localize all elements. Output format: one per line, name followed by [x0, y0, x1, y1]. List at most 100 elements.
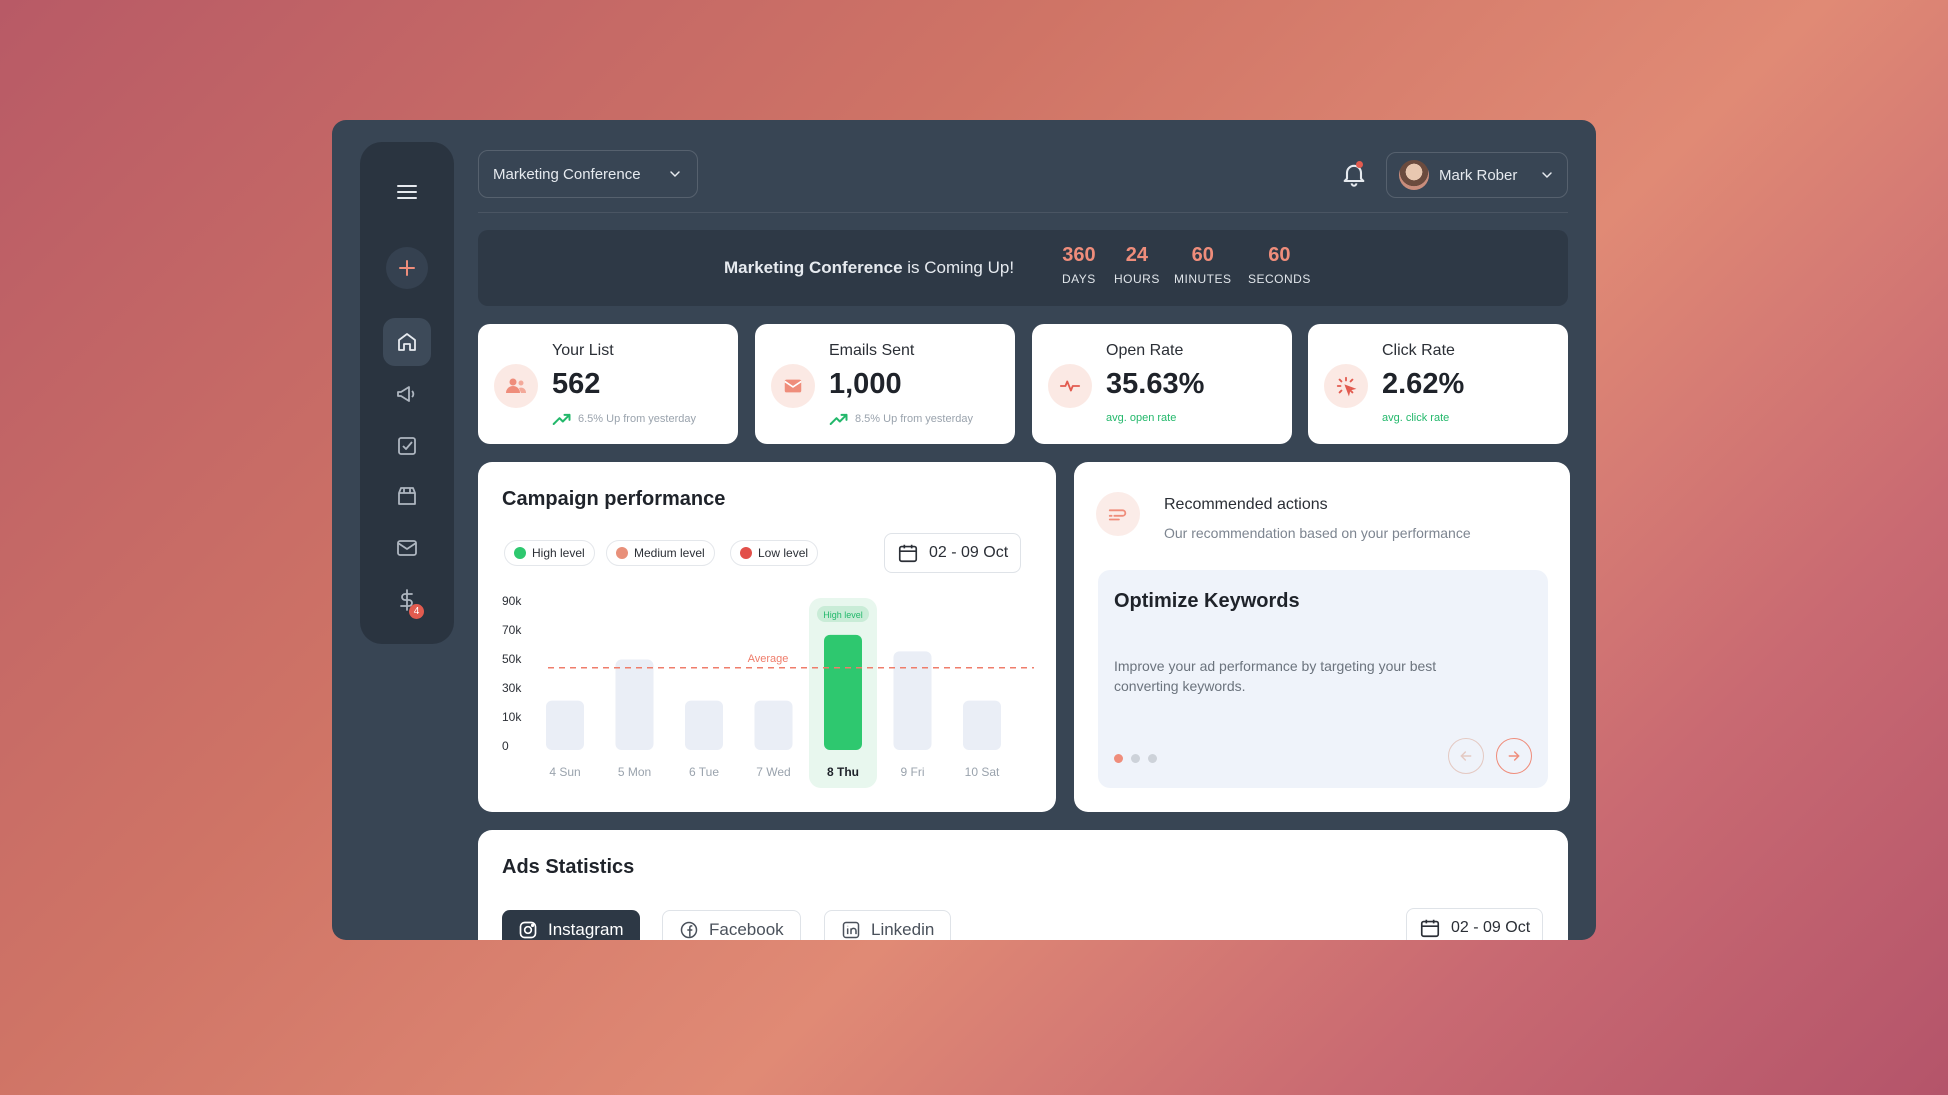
countdown-label: HOURS	[1114, 272, 1160, 286]
stat-sub: 8.5% Up from yesterday	[829, 412, 973, 426]
trend-up-icon	[552, 413, 571, 425]
mail-icon[interactable]	[383, 524, 431, 572]
chevron-down-icon	[670, 171, 680, 178]
stat-title: Click Rate	[1382, 342, 1455, 359]
banner-event: Marketing Conference	[724, 258, 903, 277]
date-label: 02 - 09 Oct	[929, 544, 1009, 561]
ads-date-picker[interactable]: 02 - 09 Oct	[1406, 908, 1544, 940]
countdown-value: 24	[1125, 244, 1149, 266]
chart-bar	[893, 651, 932, 750]
countdown-value: 60	[1191, 244, 1214, 266]
user-menu[interactable]: Mark Rober	[1386, 152, 1568, 198]
chart-bar	[615, 659, 654, 750]
recommendation-card[interactable]: Optimize Keywords Improve your ad perfor…	[1098, 570, 1548, 788]
menu-icon[interactable]	[383, 168, 431, 216]
panel-title: Ads Statistics	[502, 856, 635, 878]
y-tick-label: 10k	[502, 710, 522, 724]
recommend-icon	[1096, 492, 1140, 536]
dashboard-window: 4 Marketing Conference Mark Rober Market…	[332, 120, 1596, 940]
ads-statistics-panel: Ads Statistics 02 - 09 Oct	[478, 830, 1568, 940]
event-select[interactable]: Marketing Conference	[478, 150, 698, 198]
sidebar: 4	[360, 142, 454, 644]
notification-badge: 4	[409, 604, 424, 619]
stat-sub-text: 6.5% Up from yesterday	[578, 413, 696, 425]
carousel-dot[interactable]	[1148, 754, 1157, 763]
rec-subtitle: Our recommendation based on your perform…	[1164, 525, 1471, 541]
stat-sub: 6.5% Up from yesterday	[552, 412, 696, 426]
email-icon	[771, 364, 815, 408]
x-tick-label: 7 Wed	[756, 765, 790, 779]
trend-up-icon	[829, 413, 848, 425]
stat-value: 35.63%	[1106, 368, 1205, 400]
campaign-bar-chart: 90k 70k 50k 30k 10k 0 4 Sun 5 Mon 6 Tue 7 Wed High…	[502, 594, 1034, 788]
stat-title: Your List	[552, 342, 614, 359]
stat-card-click-rate[interactable]: Click Rate 2.62% avg. click rate	[1308, 324, 1568, 444]
stat-card-open-rate[interactable]: Open Rate 35.63% avg. open rate	[1032, 324, 1292, 444]
event-select-label: Marketing Conference	[493, 165, 641, 183]
countdown-banner: Marketing Conference is Coming Up! 360 D…	[478, 230, 1568, 306]
users-icon	[494, 364, 538, 408]
bell-notification-dot	[1356, 161, 1363, 168]
add-button[interactable]	[386, 247, 428, 289]
date-label: 02 - 09 Oct	[1451, 919, 1531, 936]
stat-value: 2.62%	[1382, 368, 1465, 400]
store-icon[interactable]	[383, 472, 431, 520]
home-icon[interactable]	[383, 318, 431, 366]
campaign-date-picker[interactable]: 02 - 09 Oct	[884, 533, 1022, 573]
bell-icon[interactable]	[1340, 160, 1368, 188]
legend-label: Medium level	[634, 546, 705, 560]
legend-label: Low level	[758, 546, 809, 560]
facebook-icon	[680, 921, 698, 939]
tab-linkedin[interactable]: Linkedin	[824, 910, 952, 940]
legend-high[interactable]: High level	[504, 540, 595, 566]
countdown-label: SECONDS	[1248, 272, 1311, 286]
carousel-dot[interactable]	[1131, 754, 1140, 763]
chart-bar	[546, 700, 584, 750]
tab-facebook[interactable]: Facebook	[662, 910, 801, 940]
legend-dot	[740, 547, 752, 559]
x-tick-label: 8 Thu	[827, 765, 859, 779]
legend-dot	[514, 547, 526, 559]
y-tick-label: 70k	[502, 623, 522, 637]
carousel-dot[interactable]	[1114, 754, 1123, 763]
dollar-icon[interactable]: 4	[383, 576, 431, 624]
arrow-left-icon	[1460, 751, 1472, 761]
legend-low[interactable]: Low level	[730, 540, 819, 566]
banner-text: Marketing Conference is Coming Up!	[724, 258, 1014, 278]
chevron-down-icon	[1542, 172, 1552, 179]
avatar	[1399, 160, 1429, 190]
legend-medium[interactable]: Medium level	[606, 540, 715, 566]
y-tick-label: 0	[502, 739, 509, 753]
checkbox-icon[interactable]	[383, 422, 431, 470]
legend-dot	[616, 547, 628, 559]
prev-button[interactable]	[1448, 738, 1484, 774]
highlight-badge	[817, 606, 869, 622]
arrow-right-icon	[1508, 751, 1520, 761]
rec-card-body: Improve your ad performance by targeting…	[1114, 658, 1437, 694]
rec-title: Recommended actions	[1164, 496, 1328, 513]
pulse-icon	[1048, 364, 1092, 408]
countdown-days: 360 DAYS	[1062, 244, 1096, 286]
y-tick-label: 50k	[502, 652, 522, 666]
countdown-seconds: 60 SECONDS	[1248, 244, 1311, 286]
instagram-icon	[519, 921, 537, 939]
tab-label: Instagram	[548, 920, 624, 939]
stat-title: Emails Sent	[829, 342, 915, 359]
stat-card-emails-sent[interactable]: Emails Sent 1,000 8.5% Up from yesterday	[755, 324, 1015, 444]
x-tick-label: 9 Fri	[901, 765, 925, 779]
carousel-dots	[1114, 754, 1157, 763]
stat-card-your-list[interactable]: Your List 562 6.5% Up from yesterday	[478, 324, 738, 444]
chart-bar	[754, 700, 793, 750]
next-button[interactable]	[1496, 738, 1532, 774]
megaphone-icon[interactable]	[383, 370, 431, 418]
tab-instagram[interactable]: Instagram	[502, 910, 640, 940]
stat-sub: avg. click rate	[1382, 412, 1450, 424]
campaign-performance-panel: Campaign performance High level Medium l…	[478, 462, 1056, 812]
legend-label: High level	[532, 546, 585, 560]
x-tick-label: 6 Tue	[689, 765, 719, 779]
stat-value: 562	[552, 368, 601, 400]
user-name: Mark Rober	[1439, 166, 1518, 184]
x-tick-label: 5 Mon	[618, 765, 651, 779]
countdown-label: DAYS	[1062, 272, 1096, 286]
chart-bar	[824, 634, 862, 750]
